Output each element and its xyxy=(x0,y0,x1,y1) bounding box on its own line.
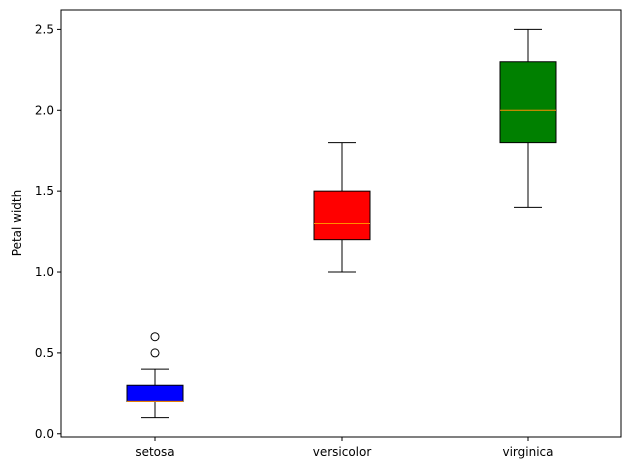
x-tick-label: setosa xyxy=(135,445,174,459)
y-tick-label: 1.0 xyxy=(35,265,54,279)
y-tick-label: 0.0 xyxy=(35,427,54,441)
box-setosa xyxy=(126,384,184,402)
y-axis-label: Petal width xyxy=(10,190,24,256)
y-tick-label: 2.0 xyxy=(35,103,54,117)
box-virginica xyxy=(499,61,557,144)
y-tick-label: 2.5 xyxy=(35,22,54,36)
x-tick-label: versicolor xyxy=(313,445,372,459)
outlier-point xyxy=(150,348,160,358)
y-tick-label: 0.5 xyxy=(35,346,54,360)
box-versicolor xyxy=(313,190,371,241)
outlier-point xyxy=(150,332,160,342)
y-tick-label: 1.5 xyxy=(35,184,54,198)
plot-frame xyxy=(60,9,622,438)
x-tick-label: virginica xyxy=(503,445,554,459)
